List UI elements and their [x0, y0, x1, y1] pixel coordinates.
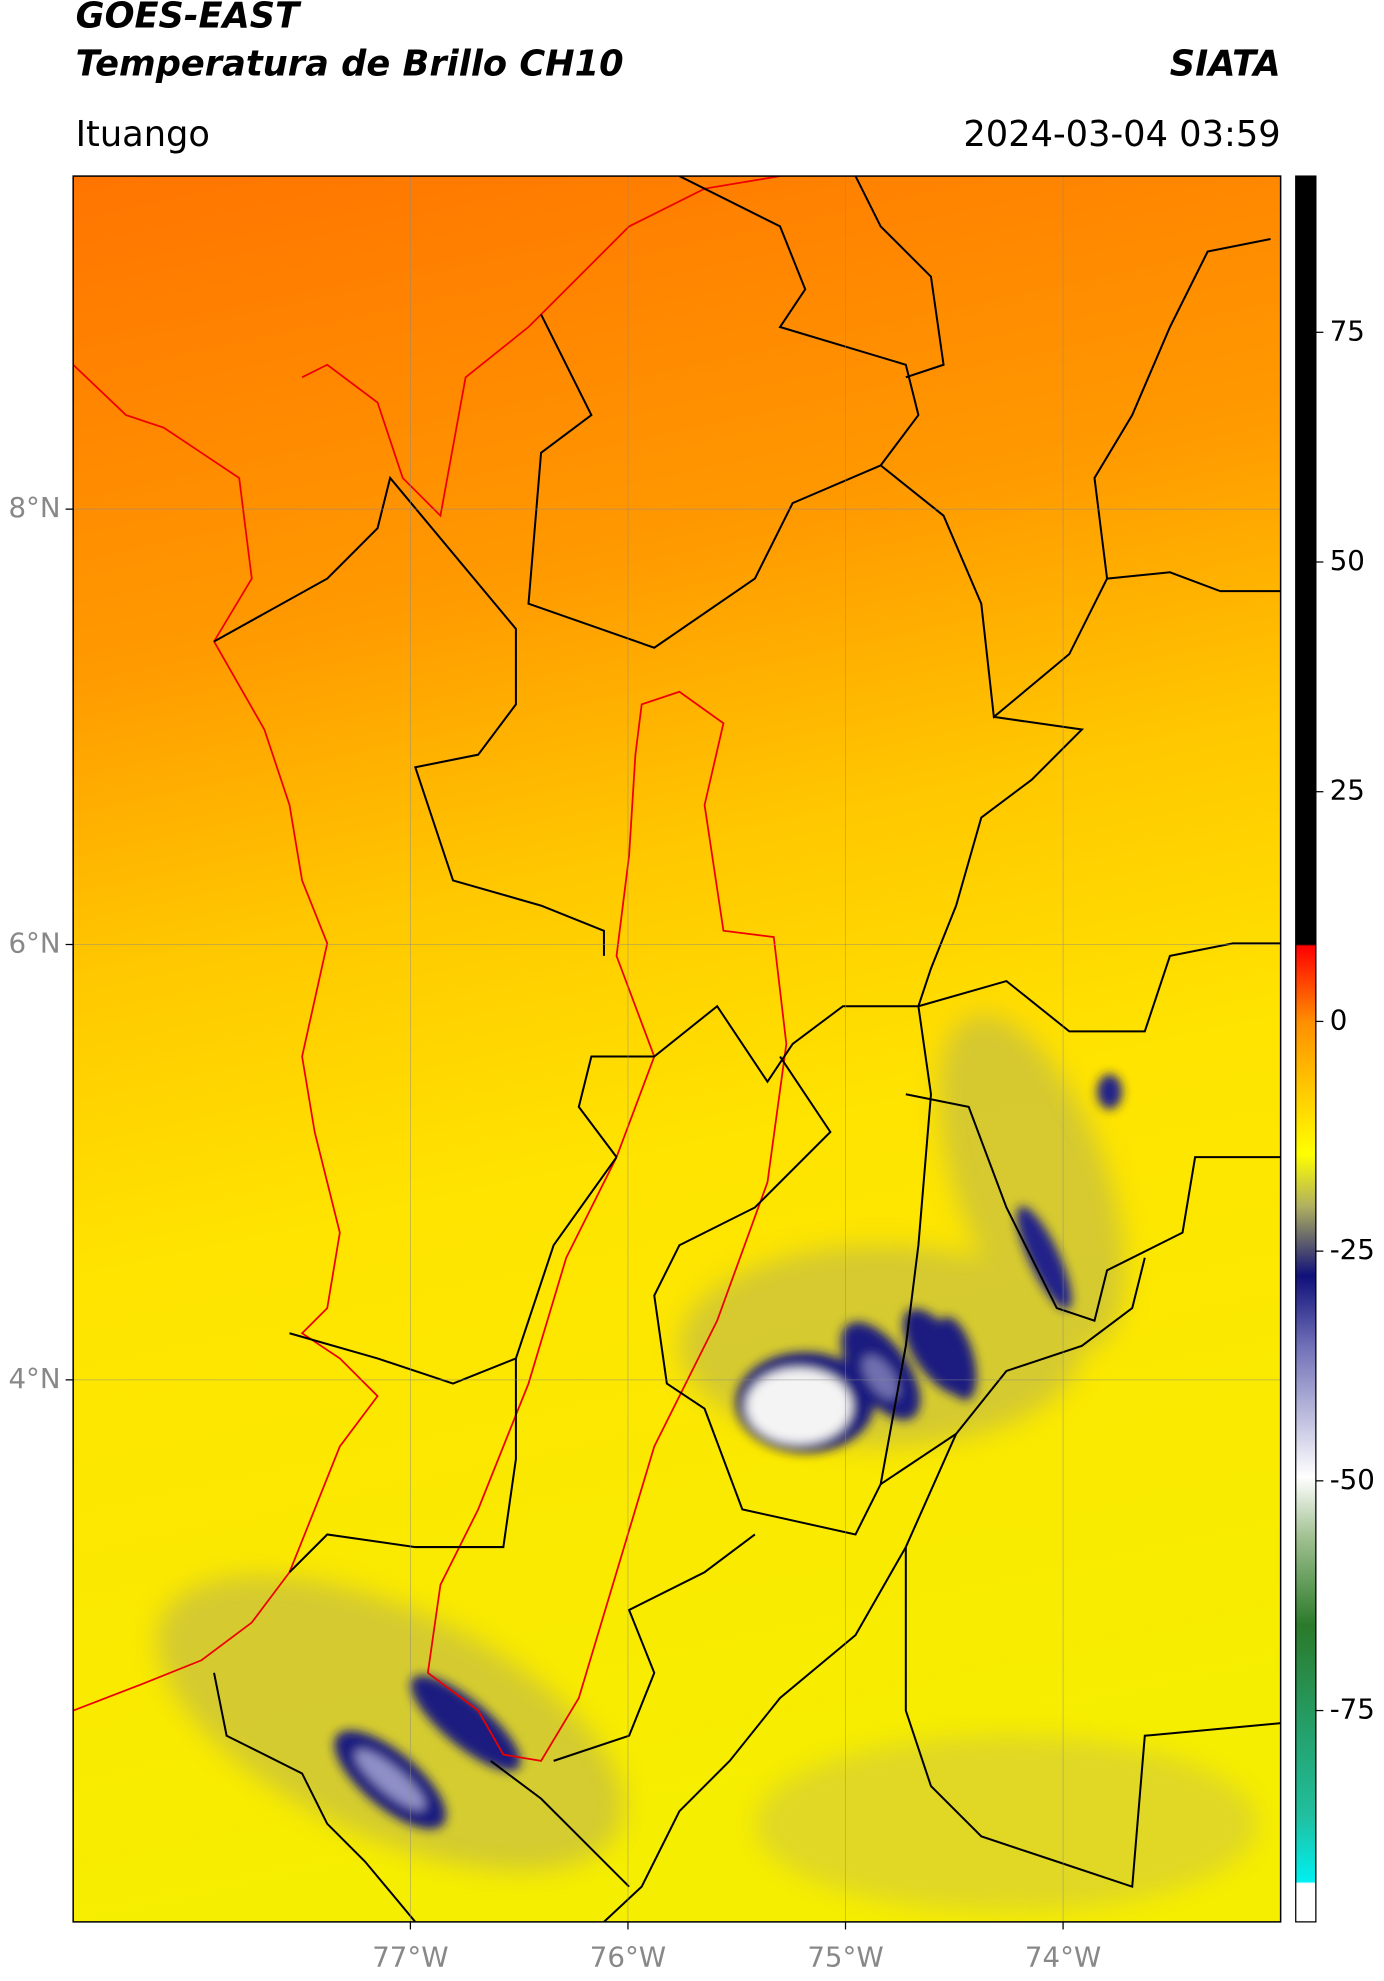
- colorbar-label: 0: [1330, 1003, 1348, 1036]
- colorbar-label: -25: [1330, 1233, 1375, 1266]
- lat-label: 6°N: [8, 927, 60, 960]
- colorbar-label: -50: [1330, 1463, 1375, 1496]
- lon-label: 76°W: [590, 1940, 666, 1973]
- location: Ituango: [76, 114, 210, 155]
- datetime: 2024-03-04 03:59: [963, 114, 1280, 155]
- map: [73, 176, 1281, 1922]
- colorbar-label: 50: [1330, 544, 1365, 577]
- lon-label: 77°W: [372, 1940, 448, 1973]
- source: SIATA: [1170, 43, 1281, 84]
- subtitle: Temperatura de Brillo CH10: [76, 43, 624, 84]
- colorbar-label: 75: [1330, 314, 1365, 347]
- map-frame: [72, 175, 1282, 1923]
- colorbar-label: 25: [1330, 774, 1365, 807]
- colorbar-label: -75: [1330, 1693, 1375, 1726]
- title: GOES-EAST: [76, 0, 302, 37]
- lat-label: 8°N: [8, 491, 60, 524]
- lon-label: 74°W: [1025, 1940, 1101, 1973]
- lat-label: 4°N: [8, 1362, 60, 1395]
- graticule: [73, 176, 1281, 1922]
- colorbar: [1295, 175, 1317, 1923]
- lon-label: 75°W: [807, 1940, 883, 1973]
